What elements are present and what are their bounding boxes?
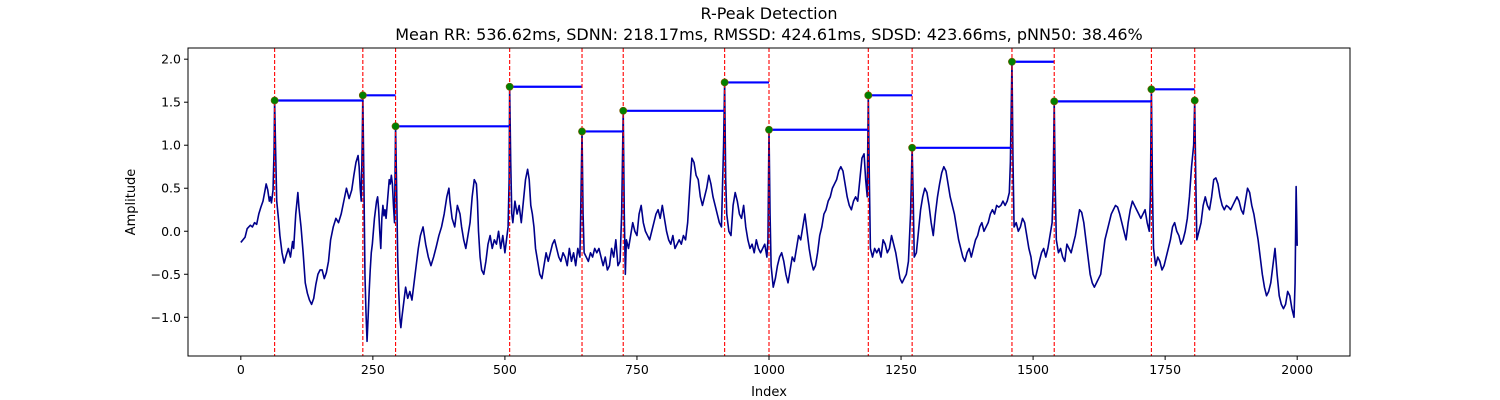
r-peak-marker-11 [1050,97,1059,106]
chart-subtitle: Mean RR: 536.62ms, SDNN: 218.17ms, RMSSD… [395,25,1143,44]
r-peak-marker-5 [619,106,628,115]
x-axis-label: Index [751,385,787,400]
r-peak-marker-4 [578,127,586,136]
r-peak-marker-9 [908,143,917,152]
x-tick-label-1: 250 [361,362,385,377]
x-axis: 0 250 500 750 1000 1250 1500 1750 2000 [237,356,1313,377]
y-tick-label-2: 0.0 [161,224,181,239]
y-tick-label-1: −0.5 [151,267,181,282]
r-peak-marker-12 [1147,85,1156,94]
y-axis: −1.0 −0.5 0.0 0.5 1.0 1.5 2.0 [151,52,188,325]
r-peak-marker-0 [270,96,279,105]
x-tick-label-8: 2000 [1281,362,1313,377]
r-peak-marker-1 [358,91,367,100]
y-tick-label-4: 1.0 [161,138,181,153]
x-tick-label-3: 750 [625,362,649,377]
x-tick-label-4: 1000 [753,362,785,377]
x-tick-label-0: 0 [237,362,245,377]
r-peak-marker-7 [765,125,773,134]
x-tick-label-5: 1250 [885,362,917,377]
x-tick-label-2: 500 [493,362,517,377]
r-peak-marker-13 [1190,96,1199,105]
chart-title: R-Peak Detection [700,4,837,23]
y-axis-label: Amplitude [124,169,139,236]
r-peak-marker-2 [391,122,400,131]
y-tick-label-3: 0.5 [161,181,181,196]
y-tick-label-6: 2.0 [161,52,181,67]
signal-line [240,60,1298,343]
r-peak-marker-6 [720,78,729,87]
r-peak-marker-3 [505,82,514,91]
r-peak-marker-10 [1008,57,1016,66]
y-tick-label-0: −1.0 [151,310,181,325]
y-tick-label-5: 1.5 [161,95,181,110]
x-tick-label-7: 1750 [1149,362,1181,377]
r-peak-marker-8 [864,91,873,100]
x-tick-label-6: 1500 [1017,362,1049,377]
plot-area [240,48,1298,356]
